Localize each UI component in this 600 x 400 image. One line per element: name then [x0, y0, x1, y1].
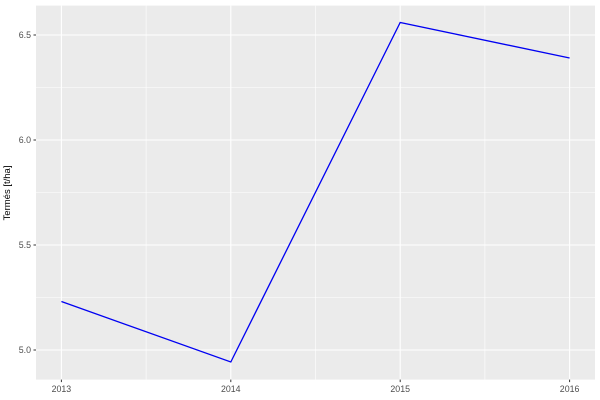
svg-text:Termés [t/ha]: Termés [t/ha]	[2, 166, 13, 221]
svg-text:2014: 2014	[221, 384, 241, 394]
svg-text:6.0: 6.0	[19, 135, 31, 145]
svg-text:6.5: 6.5	[19, 30, 31, 40]
svg-text:2013: 2013	[52, 384, 72, 394]
svg-text:2015: 2015	[390, 384, 410, 394]
svg-text:5.0: 5.0	[19, 345, 31, 355]
svg-text:2016: 2016	[560, 384, 580, 394]
svg-text:5.5: 5.5	[19, 240, 31, 250]
